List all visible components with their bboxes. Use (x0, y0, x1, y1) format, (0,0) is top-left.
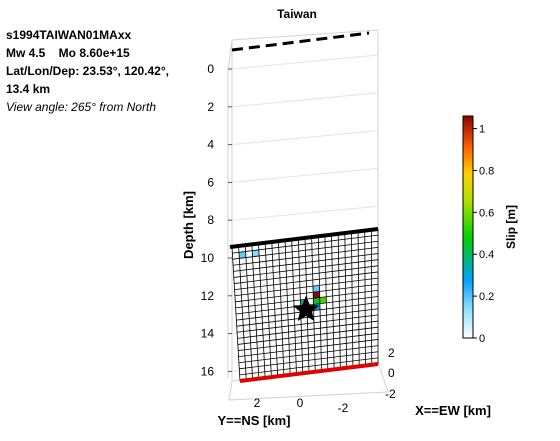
ns-tick-labels: 2 0 -2 (254, 396, 349, 415)
chart-title: Taiwan (277, 7, 317, 21)
ew-tick-2: 2 (388, 346, 395, 360)
grid-line (233, 259, 379, 278)
fault-grid (231, 228, 379, 382)
hypocenter-star (292, 295, 320, 322)
colorbar-tick-label: 0 (479, 333, 485, 345)
colorbar-label: Slip [m] (504, 205, 518, 249)
depth-tick-label: 4 (207, 138, 214, 152)
ew-tick-neg2: -2 (385, 387, 396, 401)
ns-tick-0: 0 (297, 396, 304, 410)
depth-gridline (231, 205, 379, 221)
colorbar-ticks: 0 0.2 0.4 0.6 0.8 1 (473, 124, 494, 345)
ew-tick-labels: 2 0 -2 (385, 346, 396, 401)
grid-line (238, 345, 379, 364)
ns-tick-2: 2 (254, 396, 261, 410)
depth-tick-label: 2 (207, 100, 214, 114)
depth-tick-labels: 0 2 4 6 8 10 12 14 16 (201, 62, 232, 378)
slip-cell (239, 251, 246, 259)
grid-line (239, 357, 379, 376)
location-line: Lat/Lon/Dep: 23.53°, 120.42°, (6, 64, 169, 78)
grid-line (237, 326, 379, 345)
event-id: s1994TAIWAN01MAxx (6, 28, 132, 42)
grid-line (238, 339, 379, 358)
colorbar-tick-label: 1 (479, 124, 485, 136)
slip-cell (319, 296, 327, 304)
grid-line (236, 308, 379, 327)
colorbar-tick-label: 0.2 (479, 291, 494, 303)
grid-line (232, 234, 379, 254)
ns-axis-label: Y==NS [km] (218, 413, 291, 428)
depth-tick-label: 0 (207, 62, 214, 76)
colorbar (462, 115, 474, 339)
grid-line (234, 265, 379, 284)
slip-cell (313, 291, 320, 299)
grid-line (234, 277, 379, 297)
fault-top-edge (229, 227, 379, 249)
grid-line (235, 283, 379, 303)
grid-line (232, 240, 379, 260)
depth-gridline (231, 130, 379, 146)
grid-line (237, 320, 379, 339)
ew-tick-0: 0 (388, 366, 395, 380)
colorbar-tick-label: 0.4 (479, 249, 494, 261)
depth-line: 13.4 km (6, 82, 51, 96)
depth-tick-label: 16 (201, 364, 215, 378)
colorbar-tick-label: 0.6 (479, 207, 494, 219)
depth-tick-label: 14 (201, 327, 215, 341)
grid-line (233, 253, 379, 272)
colorbar-tick-label: 0.8 (479, 165, 494, 177)
depth-gridline (231, 167, 379, 183)
grid-line (233, 247, 379, 266)
grid-line (238, 332, 379, 351)
grid-line (237, 314, 379, 333)
fault-bottom-edge (239, 362, 379, 383)
depth-tick-label: 8 (207, 213, 214, 227)
depth-tick-label: 6 (207, 175, 214, 189)
view-angle-line: View angle: 265° from North (6, 100, 156, 114)
surface-trace-line (231, 31, 370, 52)
grid-line (234, 271, 379, 291)
slip-cell (313, 297, 320, 305)
ew-axis-label: X==EW [km] (415, 403, 491, 418)
slip-cell (313, 285, 320, 293)
depth-gridline (231, 92, 379, 108)
depth-axis-label: Depth [km] (181, 191, 196, 259)
depth-tick-label: 12 (201, 289, 215, 303)
depth-gridline (231, 54, 379, 70)
depth-tick-label: 10 (201, 251, 215, 265)
grid-line (239, 351, 379, 370)
ns-tick-neg2: -2 (338, 401, 349, 415)
magnitude-line: Mw 4.5 Mo 8.60e+15 (6, 46, 130, 60)
slip-cell (252, 249, 260, 257)
